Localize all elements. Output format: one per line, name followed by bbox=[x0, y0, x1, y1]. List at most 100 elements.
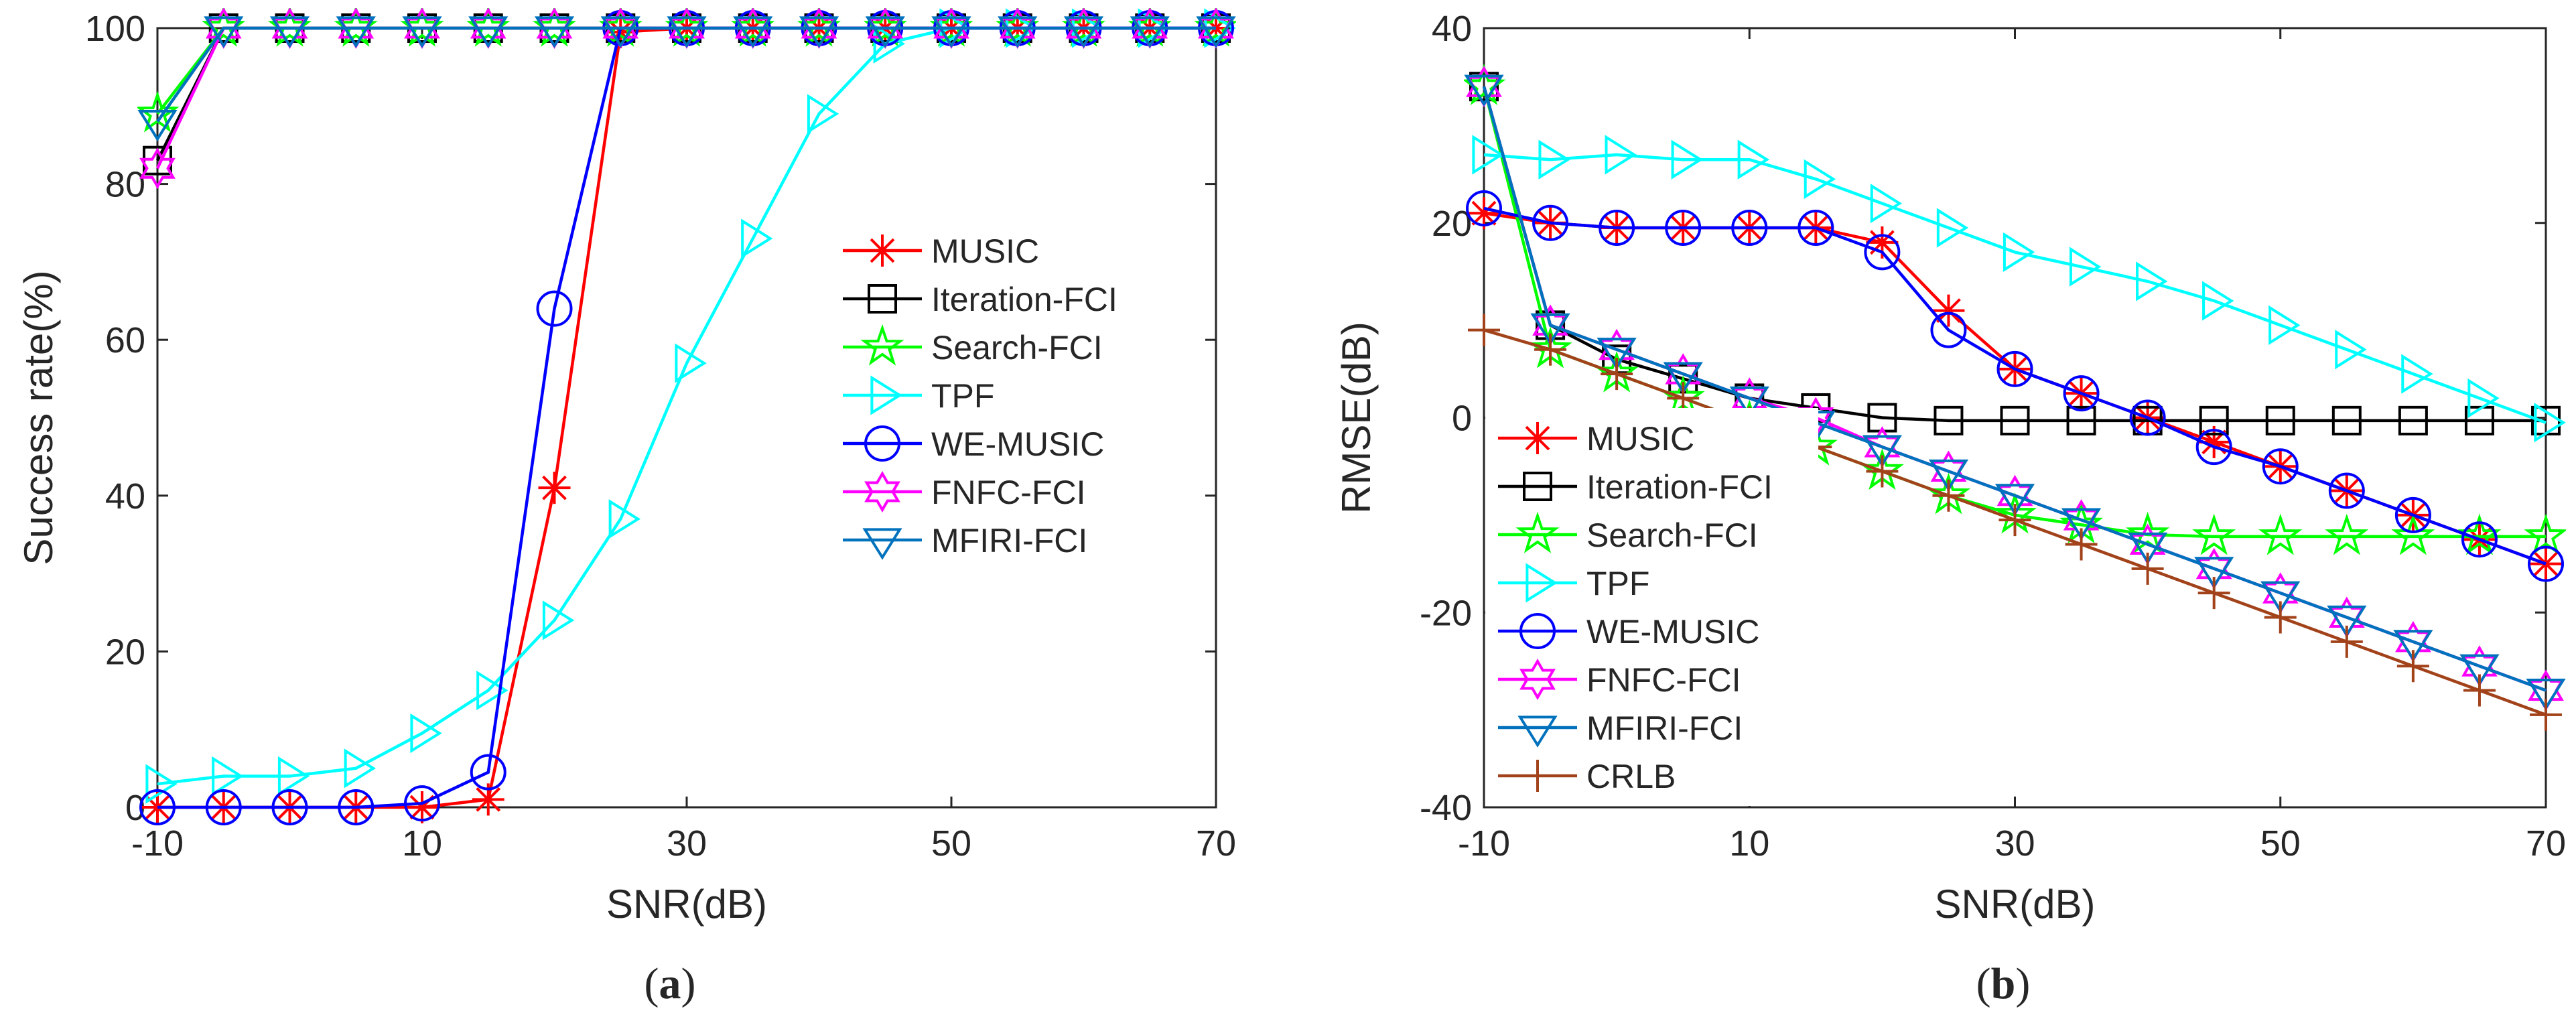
data-point-we-music bbox=[1532, 204, 1569, 241]
y-tick-label: 0 bbox=[1452, 399, 1472, 439]
data-point-tpf bbox=[542, 600, 575, 640]
data-point-crlb bbox=[2131, 552, 2164, 585]
data-point-mfiri-fci bbox=[733, 16, 773, 48]
legend-marker-tpf bbox=[870, 375, 902, 415]
data-point-we-music bbox=[1864, 234, 1901, 271]
data-point-we-music bbox=[404, 785, 440, 822]
data-point-mfiri-fci bbox=[2459, 654, 2500, 686]
legend-item-iteration-fci: Iteration-FCI bbox=[843, 281, 1117, 318]
legend-item-iteration-fci: Iteration-FCI bbox=[1498, 468, 1773, 506]
y-tick-label: 60 bbox=[105, 320, 145, 360]
data-point-tpf bbox=[2335, 330, 2367, 370]
caption-open: ( bbox=[1976, 959, 1991, 1008]
legend-label-fnfc-fci: FNFC-FCI bbox=[931, 474, 1086, 511]
data-point-mfiri-fci bbox=[2128, 532, 2168, 565]
data-point-tpf bbox=[675, 343, 707, 383]
series-line-mfiri-fci bbox=[156, 26, 1216, 123]
y-tick-label: 40 bbox=[105, 476, 145, 517]
legend-marker-iteration-fci bbox=[868, 284, 897, 314]
data-point-tpf bbox=[344, 748, 377, 789]
data-point-iteration-fci bbox=[2199, 405, 2229, 435]
series-group bbox=[1464, 63, 2566, 731]
data-point-search-fci bbox=[2126, 511, 2170, 553]
legend-item-we-music: WE-MUSIC bbox=[843, 425, 1104, 463]
data-point-mfiri-fci bbox=[2393, 630, 2433, 662]
data-point-tpf bbox=[1936, 208, 1969, 248]
legend-label-tpf: TPF bbox=[1586, 565, 1649, 602]
data-point-music bbox=[1468, 197, 1500, 230]
data-point-music bbox=[1866, 226, 1899, 259]
data-point-tpf bbox=[873, 23, 906, 64]
data-point-tpf bbox=[741, 218, 773, 259]
data-point-crlb bbox=[1998, 504, 2031, 537]
y-tick-label: 20 bbox=[105, 632, 145, 672]
data-point-mfiri-fci bbox=[2260, 581, 2301, 613]
data-point-crlb bbox=[2197, 577, 2230, 610]
x-tick-label: 50 bbox=[2260, 823, 2301, 864]
legend-marker-we-music bbox=[1519, 613, 1556, 649]
data-point-mfiri-fci bbox=[534, 16, 575, 48]
data-point-crlb bbox=[2396, 650, 2429, 683]
data-point-tpf bbox=[2003, 232, 2035, 272]
series-line-mfiri-fci bbox=[1482, 86, 2547, 692]
data-point-we-music bbox=[2262, 448, 2299, 485]
data-point-tpf bbox=[1870, 184, 1903, 224]
data-point-tpf bbox=[2401, 354, 2433, 394]
data-point-we-music bbox=[271, 789, 308, 825]
y-tick-label: 100 bbox=[85, 9, 145, 49]
data-point-crlb bbox=[2264, 601, 2297, 634]
data-point-music bbox=[2197, 425, 2230, 458]
caption-open: ( bbox=[645, 959, 659, 1008]
data-point-mfiri-fci bbox=[1994, 484, 2035, 516]
legend-label-tpf: TPF bbox=[931, 377, 994, 415]
series-we-music bbox=[1466, 190, 2564, 582]
data-point-mfiri-fci bbox=[1729, 386, 1769, 419]
data-point-we-music bbox=[1930, 312, 1967, 348]
data-point-iteration-fci bbox=[2000, 405, 2030, 435]
data-point-we-music bbox=[2328, 472, 2365, 509]
data-point-we-music bbox=[2063, 375, 2100, 412]
data-point-we-music bbox=[536, 290, 573, 327]
data-point-mfiri-fci bbox=[1928, 459, 1969, 492]
data-point-fnfc-fci bbox=[139, 147, 176, 190]
data-point-crlb bbox=[1932, 479, 1965, 512]
legend-label-iteration-fci: Iteration-FCI bbox=[1586, 468, 1773, 506]
data-point-crlb bbox=[2330, 625, 2363, 658]
legend-item-we-music: WE-MUSIC bbox=[1498, 613, 1759, 651]
legend-item-tpf: TPF bbox=[1498, 563, 1649, 603]
legend-label-fnfc-fci: FNFC-FCI bbox=[1586, 661, 1741, 699]
data-point-search-fci bbox=[2524, 513, 2566, 555]
data-point-iteration-fci bbox=[1469, 72, 1499, 102]
legend-label-search-fci: Search-FCI bbox=[1586, 517, 1758, 554]
x-tick-label: 30 bbox=[667, 823, 707, 864]
y-tick-label: 80 bbox=[105, 165, 145, 205]
y-tick-label: 40 bbox=[1432, 9, 1472, 49]
y-tick-label: -20 bbox=[1420, 593, 1472, 633]
data-point-mfiri-fci bbox=[2194, 557, 2234, 589]
legend-item-crlb: CRLB bbox=[1498, 758, 1676, 795]
legend-item-fnfc-fci: FNFC-FCI bbox=[843, 471, 1086, 513]
y-axis-label: Success rate(%) bbox=[16, 270, 61, 565]
data-point-iteration-fci bbox=[2066, 405, 2096, 435]
data-point-tpf bbox=[476, 670, 509, 711]
data-point-crlb bbox=[2463, 674, 2496, 707]
legend-marker-search-fci bbox=[1515, 511, 1560, 553]
data-point-tpf bbox=[2202, 281, 2234, 321]
data-point-tpf bbox=[277, 756, 310, 797]
data-point-tpf bbox=[2268, 305, 2301, 346]
x-tick-label: 50 bbox=[931, 823, 971, 864]
data-point-mfiri-fci bbox=[667, 16, 707, 48]
legend-label-mfiri-fci: MFIRI-FCI bbox=[931, 522, 1087, 559]
data-point-search-fci bbox=[2391, 513, 2435, 555]
data-point-mfiri-fci bbox=[600, 16, 640, 48]
data-point-mfiri-fci bbox=[269, 16, 310, 48]
x-tick-label: -10 bbox=[1458, 823, 1510, 864]
data-point-mfiri-fci bbox=[1597, 338, 1637, 370]
legend-item-music: MUSIC bbox=[843, 232, 1039, 270]
data-point-iteration-fci bbox=[2331, 405, 2362, 435]
data-point-mfiri-fci bbox=[204, 16, 244, 48]
data-point-we-music bbox=[2129, 399, 2166, 436]
